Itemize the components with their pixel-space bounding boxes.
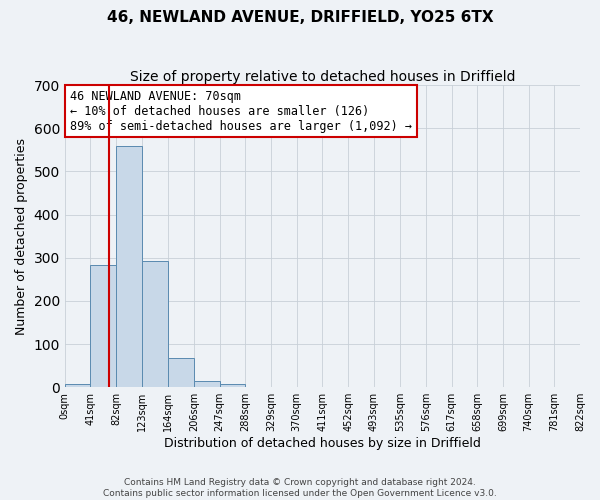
Bar — [65, 384, 91, 387]
Text: 46 NEWLAND AVENUE: 70sqm
← 10% of detached houses are smaller (126)
89% of semi-: 46 NEWLAND AVENUE: 70sqm ← 10% of detach… — [70, 90, 412, 132]
Bar — [116, 146, 142, 387]
Text: 46, NEWLAND AVENUE, DRIFFIELD, YO25 6TX: 46, NEWLAND AVENUE, DRIFFIELD, YO25 6TX — [107, 10, 493, 25]
Y-axis label: Number of detached properties: Number of detached properties — [15, 138, 28, 334]
Bar — [91, 265, 116, 387]
Bar — [194, 381, 220, 387]
Bar — [220, 384, 245, 387]
X-axis label: Distribution of detached houses by size in Driffield: Distribution of detached houses by size … — [164, 437, 481, 450]
Bar — [142, 261, 167, 387]
Title: Size of property relative to detached houses in Driffield: Size of property relative to detached ho… — [130, 70, 515, 84]
Text: Contains HM Land Registry data © Crown copyright and database right 2024.
Contai: Contains HM Land Registry data © Crown c… — [103, 478, 497, 498]
Bar — [167, 358, 194, 387]
